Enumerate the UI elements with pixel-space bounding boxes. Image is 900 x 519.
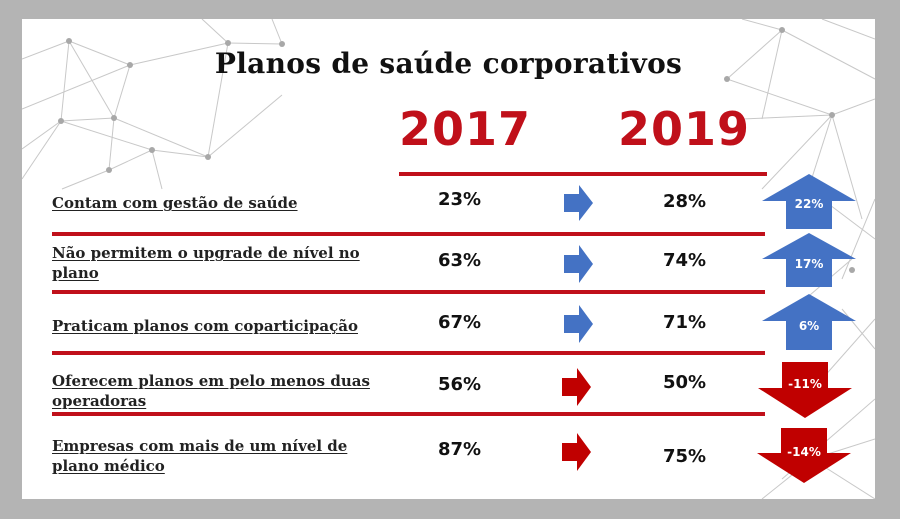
arrow-right-icon bbox=[564, 245, 593, 283]
arrow-right-icon bbox=[564, 185, 593, 221]
value-2017: 23% bbox=[438, 189, 482, 210]
change-badge-up: 17% bbox=[762, 233, 856, 287]
row-label: Empresas com mais de um nível de plano m… bbox=[52, 437, 348, 475]
change-value: -14% bbox=[787, 445, 821, 459]
value-2019: 75% bbox=[663, 446, 707, 467]
arrow-right-icon bbox=[564, 305, 593, 343]
header-divider bbox=[399, 172, 767, 176]
value-2019: 74% bbox=[663, 250, 707, 271]
arrow-right-icon bbox=[562, 368, 591, 406]
value-2017: 56% bbox=[438, 374, 482, 395]
change-value: 17% bbox=[794, 257, 824, 271]
value-2019: 28% bbox=[663, 191, 707, 212]
row-divider bbox=[52, 412, 765, 416]
arrow-up-icon bbox=[762, 174, 856, 229]
year-header-2017: 2017 bbox=[399, 102, 532, 156]
infographic-slide: Planos de saúde corporativos 2017 2019 C… bbox=[22, 19, 875, 499]
arrow-down-icon bbox=[758, 362, 852, 418]
row-divider bbox=[52, 232, 765, 236]
arrow-right-icon bbox=[562, 433, 591, 471]
change-badge-up: 6% bbox=[762, 294, 856, 350]
change-badge-up: 22% bbox=[762, 174, 856, 229]
page-title: Planos de saúde corporativos bbox=[214, 47, 683, 80]
row-divider bbox=[52, 290, 765, 294]
value-2019: 50% bbox=[663, 372, 707, 393]
value-2017: 67% bbox=[438, 312, 482, 333]
year-header-2019: 2019 bbox=[618, 102, 751, 156]
arrow-up-icon bbox=[762, 294, 856, 350]
change-badge-down: -11% bbox=[758, 362, 852, 418]
value-2019: 71% bbox=[663, 312, 707, 333]
value-2017: 63% bbox=[438, 250, 482, 271]
arrow-down-icon bbox=[757, 428, 851, 483]
change-value: -11% bbox=[788, 377, 822, 391]
change-value: 6% bbox=[798, 319, 820, 333]
row-label: Oferecem planos em pelo menos duas opera… bbox=[52, 372, 370, 410]
row-divider bbox=[52, 351, 765, 355]
change-value: 22% bbox=[794, 197, 824, 211]
row-label: Não permitem o upgrade de nível no plano bbox=[52, 244, 360, 282]
value-2017: 87% bbox=[438, 439, 482, 460]
row-label: Praticam planos com coparticipação bbox=[52, 317, 358, 335]
row-label: Contam com gestão de saúde bbox=[52, 194, 298, 212]
arrow-up-icon bbox=[762, 233, 856, 287]
change-badge-down: -14% bbox=[757, 428, 851, 483]
